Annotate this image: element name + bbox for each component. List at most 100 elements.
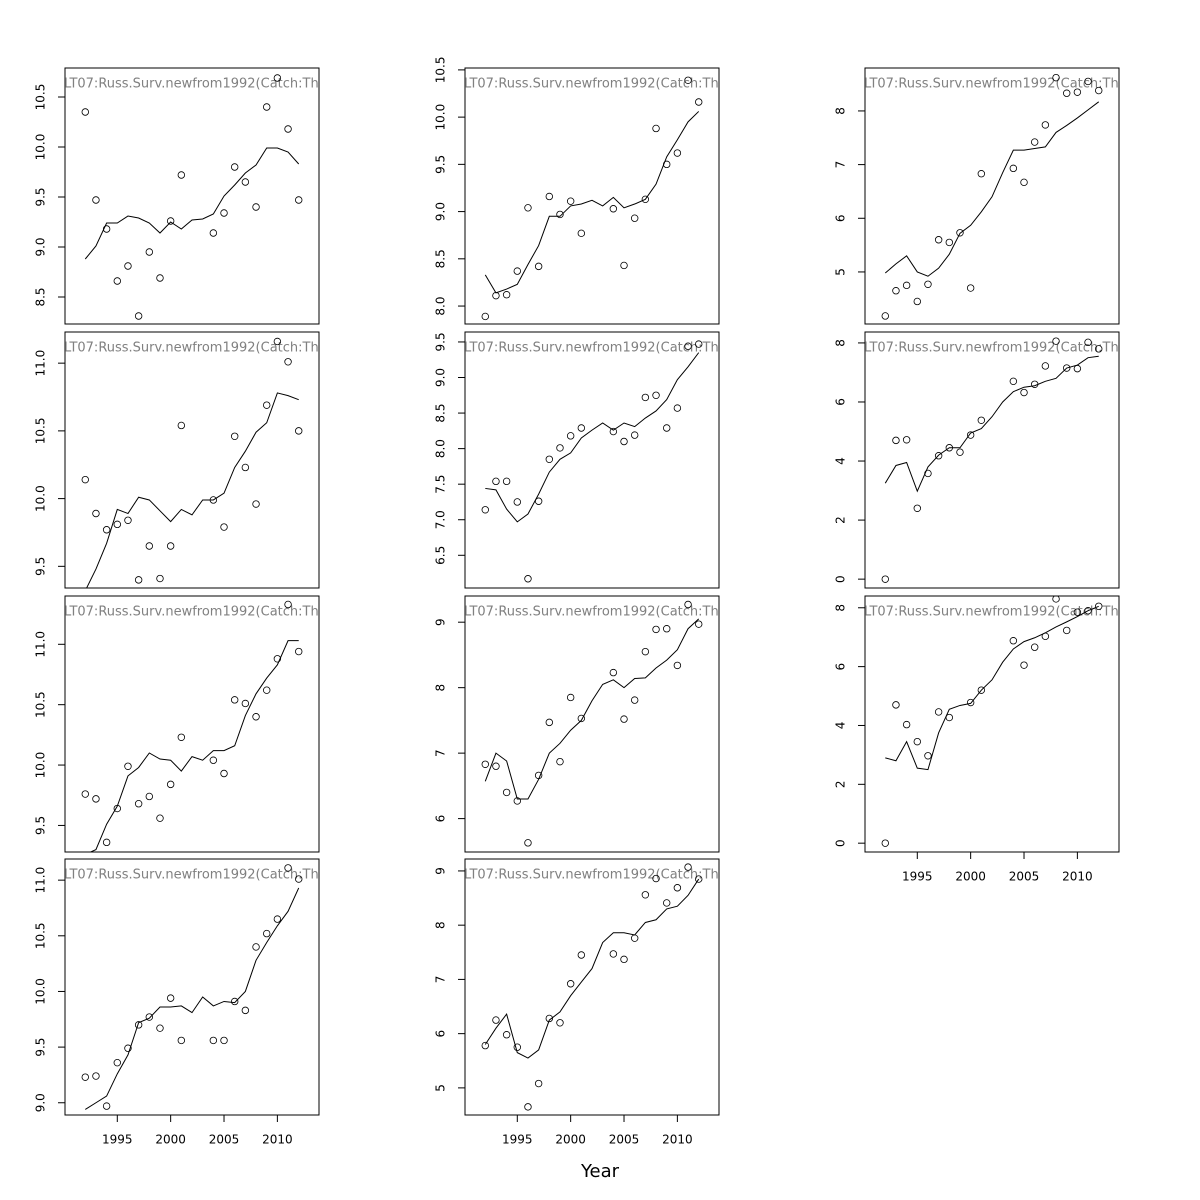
panel: LT07:Russ.Surv.newfrom1992(Catch:Tho 9.0 9…	[34, 858, 320, 1147]
y-tick-label: 6	[834, 398, 848, 406]
data-point	[124, 762, 132, 770]
data-point	[241, 1006, 250, 1015]
panel: LT07:Russ.Surv.newfrom1992(Catch:Tho 8.0 8…	[434, 57, 727, 325]
panel: LT07:Russ.Surv.newfrom1992(Catch:Tho 6 7 8 9	[434, 595, 720, 853]
panel: LT07:Russ.Surv.newfrom1992(Catch:Tho 0 2 4 6…	[834, 595, 1127, 884]
data-point	[902, 436, 911, 444]
data-point	[1095, 345, 1103, 353]
y-tick-label: 10.0	[34, 485, 48, 512]
plot-area: LT07:Russ.Surv.newfrom1992(Catch:Tho	[65, 864, 319, 1110]
data-point	[156, 274, 164, 282]
data-point	[545, 1014, 554, 1023]
data-point	[966, 284, 975, 292]
x-tick-label: 2005	[209, 1133, 240, 1147]
data-point	[684, 600, 692, 609]
data-point	[1073, 608, 1082, 616]
data-point	[177, 733, 186, 741]
data-point	[641, 195, 650, 204]
y-tick-label: 0	[834, 839, 848, 847]
data-point	[209, 1036, 218, 1045]
y-tick-label: 10.0	[34, 978, 48, 1005]
y-tick-label: 11.0	[34, 350, 48, 377]
panel-title: LT07:Russ.Surv.newfrom1992(Catch:Tho	[864, 341, 1127, 356]
y-tick-label: 2	[834, 781, 848, 789]
y-tick-label: 7.5	[434, 475, 448, 494]
data-point	[663, 625, 671, 633]
data-point	[1020, 178, 1028, 187]
data-point	[295, 647, 303, 656]
data-point	[273, 337, 282, 346]
data-point	[913, 297, 921, 306]
y-tick-label: 11.0	[34, 867, 48, 894]
y-tick-label: 2	[834, 516, 848, 524]
data-point	[673, 884, 682, 892]
y-tick-label: 9.5	[34, 1038, 48, 1057]
data-point	[81, 475, 89, 484]
data-point	[166, 780, 175, 789]
x-tick-label: 2005	[1009, 870, 1040, 884]
data-point	[892, 287, 900, 295]
data-point	[492, 477, 500, 486]
y-tick-label: 8	[434, 921, 448, 929]
panel-frame	[64, 331, 320, 589]
plot-area: LT07:Russ.Surv.newfrom1992(Catch:Tho	[864, 596, 1127, 847]
data-point	[630, 696, 639, 704]
data-point	[252, 943, 260, 951]
data-point	[124, 516, 132, 524]
data-point	[684, 76, 692, 84]
data-point	[641, 647, 650, 656]
data-point	[513, 1043, 521, 1051]
data-point	[652, 874, 660, 883]
data-point	[684, 342, 692, 350]
data-point	[241, 463, 250, 472]
data-point	[556, 1019, 564, 1027]
data-point	[295, 875, 303, 883]
data-point	[577, 424, 586, 432]
data-point	[556, 757, 564, 766]
data-point	[113, 277, 121, 285]
plot-area: LT07:Russ.Surv.newfrom1992(Catch:Tho	[65, 74, 319, 320]
data-point	[524, 204, 532, 212]
data-point	[492, 1016, 500, 1024]
data-point	[295, 196, 303, 204]
data-point	[902, 720, 911, 729]
data-point	[81, 790, 89, 798]
data-point	[956, 229, 964, 237]
y-tick-label: 7	[434, 749, 448, 757]
data-point	[934, 236, 943, 244]
data-point	[481, 760, 489, 768]
data-point	[1041, 121, 1050, 129]
panel-title: LT07:Russ.Surv.newfrom1992(Catch:Tho	[864, 605, 1127, 620]
data-point	[284, 600, 292, 609]
data-point	[102, 526, 111, 534]
panel: LT07:Russ.Surv.newfrom1992(Catch:Tho 8.5 9…	[34, 67, 320, 325]
data-point	[81, 1073, 89, 1081]
data-point	[220, 209, 228, 217]
data-point	[145, 792, 154, 801]
data-point	[102, 1102, 111, 1110]
y-tick-label: 8.5	[434, 249, 448, 268]
y-tick-label: 9.5	[434, 155, 448, 174]
panel-title: LT07:Russ.Surv.newfrom1992(Catch:Tho	[464, 77, 727, 92]
x-tick-label: 2005	[609, 1133, 640, 1147]
panel-frame	[464, 67, 720, 325]
data-point	[263, 686, 271, 694]
y-tick-label: 10.5	[34, 84, 48, 111]
data-point	[102, 838, 111, 847]
data-point	[1020, 388, 1028, 397]
y-tick-label: 9.0	[34, 237, 48, 256]
data-point	[263, 103, 271, 111]
data-point	[134, 576, 143, 584]
y-tick-label: 6	[434, 815, 448, 823]
y-tick-label: 5	[834, 268, 848, 276]
y-tick-label: 8.0	[434, 297, 448, 316]
plot-area: LT07:Russ.Surv.newfrom1992(Catch:Tho	[864, 337, 1127, 583]
panel-frame	[64, 67, 320, 325]
y-tick-label: 8	[434, 684, 448, 692]
y-tick-label: 6	[834, 663, 848, 671]
data-point	[481, 312, 489, 321]
data-point	[673, 661, 682, 670]
panel-frame	[64, 595, 320, 853]
data-point	[524, 1103, 532, 1111]
fitted-line	[85, 887, 300, 1110]
